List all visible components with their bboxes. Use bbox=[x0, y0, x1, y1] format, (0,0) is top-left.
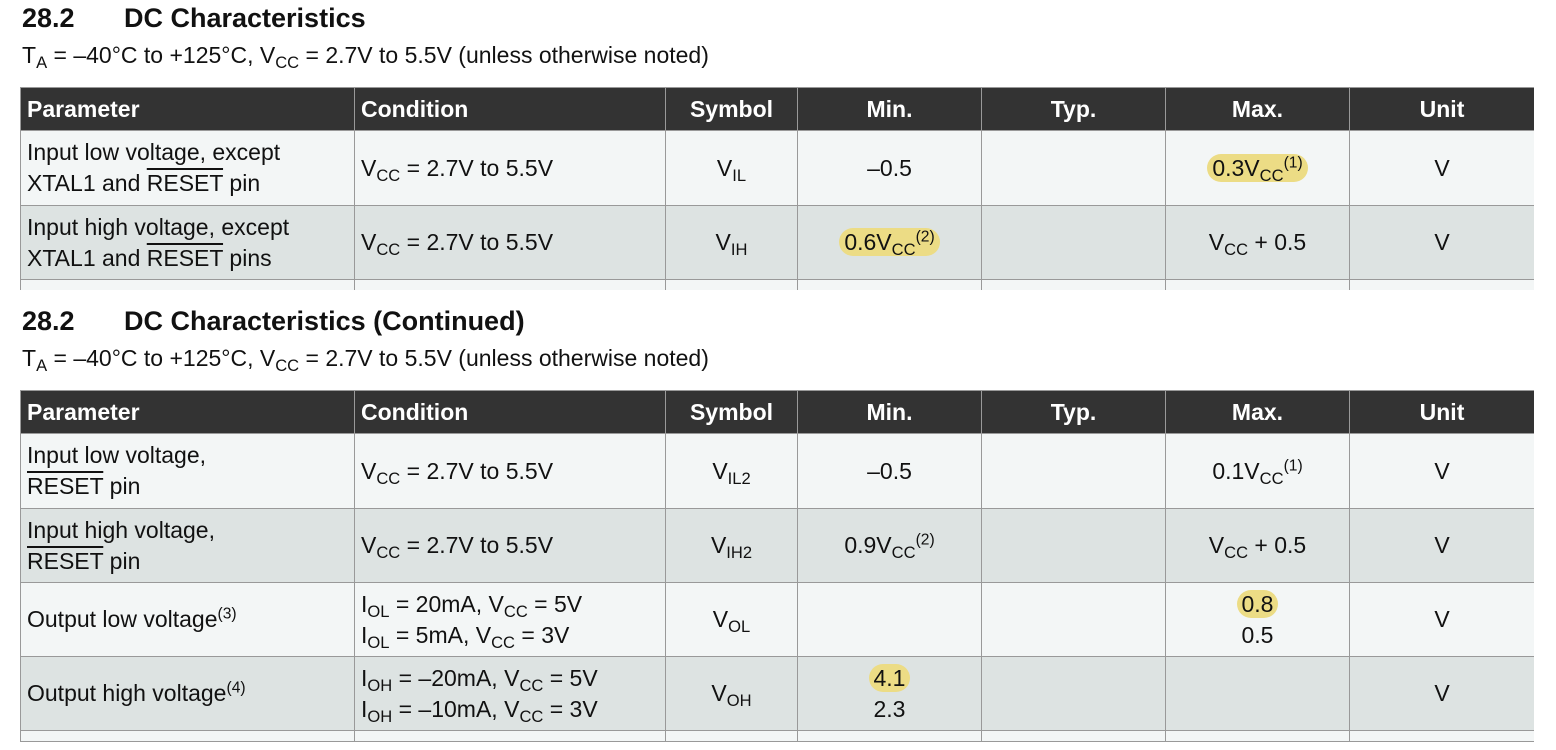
typ-cell bbox=[981, 205, 1166, 280]
condition-cell: IOL = 20mA, VCC = 5V IOL = 5mA, VCC = 3V bbox=[354, 582, 666, 657]
header-min: Min. bbox=[797, 390, 982, 434]
table-row: Output high voltage(4) IOH = –20mA, VCC … bbox=[20, 656, 1534, 731]
param-cell: Input high voltage, RESET pin bbox=[20, 508, 355, 583]
min-cell bbox=[797, 582, 982, 657]
param-cell: Input high voltage, except XTAL1 and RESE… bbox=[20, 205, 355, 280]
header-typ: Typ. bbox=[981, 390, 1166, 434]
max-cell: 0.8 0.5 bbox=[1165, 582, 1350, 657]
min-cell: 0.9VCC(2) bbox=[797, 508, 982, 583]
header-unit: Unit bbox=[1349, 390, 1534, 434]
condition-cell: VCC = 2.7V to 5.5V bbox=[354, 205, 666, 280]
section-heading: DC Characteristics (Continued) bbox=[124, 306, 525, 336]
param-cell: Input low voltage, RESET pin bbox=[20, 433, 355, 509]
typ-cell bbox=[981, 130, 1166, 206]
header-min: Min. bbox=[797, 87, 982, 131]
typ-cell bbox=[981, 433, 1166, 509]
symbol-cell: VOL bbox=[665, 582, 798, 657]
operating-conditions: TA = –40°C to +125°C, VCC = 2.7V to 5.5V… bbox=[22, 42, 709, 72]
symbol-cell: VOH bbox=[665, 656, 798, 731]
table-header-row: Parameter Condition Symbol Min. Typ. Max… bbox=[20, 390, 1534, 434]
section-number: 28.2 bbox=[22, 3, 75, 33]
header-parameter: Parameter bbox=[20, 87, 355, 131]
header-max: Max. bbox=[1165, 87, 1350, 131]
max-cell bbox=[1165, 656, 1350, 731]
typ-cell bbox=[981, 508, 1166, 583]
condition-cell: IOH = –20mA, VCC = 5V IOH = –10mA, VCC = … bbox=[354, 656, 666, 731]
table-row-cut bbox=[20, 730, 1534, 742]
header-typ: Typ. bbox=[981, 87, 1166, 131]
param-cell: Input low voltage, except XTAL1 and RESET… bbox=[20, 130, 355, 206]
highlight-mark: 0.6VCC(2) bbox=[839, 228, 940, 258]
max-cell: 0.3VCC(1) bbox=[1165, 130, 1350, 206]
max-cell: VCC + 0.5 bbox=[1165, 205, 1350, 280]
operating-conditions: TA = –40°C to +125°C, VCC = 2.7V to 5.5V… bbox=[22, 345, 709, 375]
condition-cell: VCC = 2.7V to 5.5V bbox=[354, 508, 666, 583]
unit-cell: V bbox=[1349, 130, 1534, 206]
section-title-dc-characteristics-continued: 28.2 DC Characteristics (Continued) bbox=[22, 306, 525, 337]
min-cell: 0.6VCC(2) bbox=[797, 205, 982, 280]
symbol-cell: VIL bbox=[665, 130, 798, 206]
symbol-cell: VIL2 bbox=[665, 433, 798, 509]
condition-cell: VCC = 2.7V to 5.5V bbox=[354, 433, 666, 509]
table-row: Input high voltage, RESET pin VCC = 2.7V … bbox=[20, 508, 1534, 583]
header-max: Max. bbox=[1165, 390, 1350, 434]
typ-cell bbox=[981, 656, 1166, 731]
symbol-cell: VIH2 bbox=[665, 508, 798, 583]
header-condition: Condition bbox=[354, 87, 666, 131]
header-parameter: Parameter bbox=[20, 390, 355, 434]
unit-cell: V bbox=[1349, 656, 1534, 731]
highlight-mark: 0.3VCC(1) bbox=[1207, 153, 1308, 183]
unit-cell: V bbox=[1349, 508, 1534, 583]
dc-characteristics-continued-table: Parameter Condition Symbol Min. Typ. Max… bbox=[20, 390, 1534, 750]
max-cell: 0.1VCC(1) bbox=[1165, 433, 1350, 509]
dc-characteristics-table: Parameter Condition Symbol Min. Typ. Max… bbox=[20, 87, 1534, 290]
min-cell: 4.1 2.3 bbox=[797, 656, 982, 731]
highlight-mark: 0.8 bbox=[1236, 589, 1279, 618]
min-cell: –0.5 bbox=[797, 130, 982, 206]
condition-cell: VCC = 2.7V to 5.5V bbox=[354, 130, 666, 206]
table-row: Input low voltage, except XTAL1 and RESET… bbox=[20, 130, 1534, 206]
highlight-mark: 4.1 bbox=[868, 663, 911, 692]
min-cell: –0.5 bbox=[797, 433, 982, 509]
table-row: Input high voltage, except XTAL1 and RESE… bbox=[20, 205, 1534, 280]
table-row-cut bbox=[20, 279, 1534, 290]
section-number: 28.2 bbox=[22, 306, 75, 336]
param-cell: Output low voltage(3) bbox=[20, 582, 355, 657]
header-unit: Unit bbox=[1349, 87, 1534, 131]
unit-cell: V bbox=[1349, 582, 1534, 657]
unit-cell: V bbox=[1349, 205, 1534, 280]
table-row: Input low voltage, RESET pin VCC = 2.7V t… bbox=[20, 433, 1534, 509]
header-condition: Condition bbox=[354, 390, 666, 434]
table-row: Output low voltage(3) IOL = 20mA, VCC = … bbox=[20, 582, 1534, 657]
header-symbol: Symbol bbox=[665, 390, 798, 434]
table-header-row: Parameter Condition Symbol Min. Typ. Max… bbox=[20, 87, 1534, 131]
section-heading: DC Characteristics bbox=[124, 3, 366, 33]
symbol-cell: VIH bbox=[665, 205, 798, 280]
unit-cell: V bbox=[1349, 433, 1534, 509]
header-symbol: Symbol bbox=[665, 87, 798, 131]
section-title-dc-characteristics: 28.2 DC Characteristics bbox=[22, 3, 366, 34]
max-cell: VCC + 0.5 bbox=[1165, 508, 1350, 583]
param-cell: Output high voltage(4) bbox=[20, 656, 355, 731]
typ-cell bbox=[981, 582, 1166, 657]
